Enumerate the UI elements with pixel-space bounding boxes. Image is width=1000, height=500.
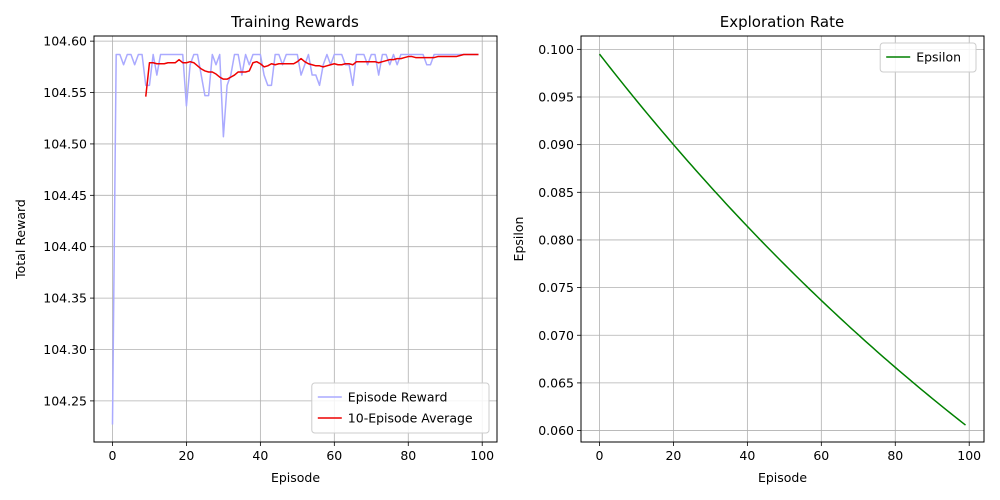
x-tick-label: 80 — [887, 448, 903, 463]
x-tick-label: 100 — [957, 448, 981, 463]
y-axis-label: Total Reward — [13, 199, 28, 280]
chart-title: Exploration Rate — [720, 13, 844, 31]
x-tick-label: 60 — [813, 448, 829, 463]
x-tick-label: 40 — [252, 448, 268, 463]
training-rewards-chart: Training Rewards 0 20 40 60 80 100 104.25 104.3… — [13, 13, 498, 485]
x-tick-label: 0 — [596, 448, 604, 463]
y-tick-label: 104.40 — [43, 239, 87, 254]
x-tick-label: 60 — [326, 448, 342, 463]
y-tick-label: 104.35 — [43, 291, 87, 306]
x-tick-label: 20 — [178, 448, 194, 463]
grid — [581, 36, 984, 442]
x-tick-label: 100 — [470, 448, 494, 463]
plot-frame — [93, 35, 498, 443]
y-tick-label: 0.060 — [538, 423, 574, 438]
x-axis-label: Episode — [758, 470, 807, 485]
y-tick-label: 0.090 — [538, 137, 574, 152]
x-tick-label: 20 — [665, 448, 681, 463]
y-tick-label: 0.065 — [538, 375, 574, 390]
y-tick-label: 0.100 — [538, 42, 574, 57]
legend: Episode Reward 10-Episode Average — [311, 382, 490, 434]
y-tick-label: 104.45 — [43, 188, 87, 203]
y-tick-label: 104.50 — [43, 136, 87, 151]
ticks: 0 20 40 60 80 100 0.060 0.065 0.070 0.075 0.080 0.0… — [538, 42, 981, 463]
ticks: 0 20 40 60 80 100 104.25 104.30 104.35 104.40 104.… — [43, 34, 494, 463]
y-tick-label: 0.085 — [538, 185, 574, 200]
series-line-epsilon — [598, 53, 966, 426]
legend: Epsilon — [879, 42, 977, 73]
x-tick-label: 40 — [739, 448, 755, 463]
series-line-10-episode-average — [145, 53, 479, 97]
y-tick-label: 0.075 — [538, 280, 574, 295]
y-tick-label: 104.30 — [43, 342, 87, 357]
y-tick-label: 104.25 — [43, 393, 87, 408]
y-tick-label: 104.55 — [43, 85, 87, 100]
x-axis-label: Episode — [271, 470, 320, 485]
y-tick-label: 0.095 — [538, 89, 574, 104]
legend-box — [311, 382, 490, 434]
series-group — [598, 53, 966, 426]
series-line-episode-reward — [111, 53, 479, 425]
legend-label: 10-Episode Average — [348, 411, 473, 426]
x-tick-label: 80 — [400, 448, 416, 463]
legend-box — [879, 42, 977, 73]
series-group — [111, 53, 479, 425]
y-tick-label: 104.60 — [43, 34, 87, 49]
y-axis-label: Epsilon — [511, 217, 526, 262]
legend-label: Epsilon — [916, 50, 961, 65]
plot-frame — [580, 35, 985, 443]
x-tick-label: 0 — [109, 448, 117, 463]
y-tick-label: 0.080 — [538, 232, 574, 247]
y-tick-label: 0.070 — [538, 328, 574, 343]
grid — [94, 36, 497, 442]
exploration-rate-chart: Exploration Rate 0 20 40 60 80 1000.0600.0650… — [511, 13, 985, 485]
chart-title: Training Rewards — [230, 13, 359, 31]
legend-label: Episode Reward — [348, 390, 448, 405]
